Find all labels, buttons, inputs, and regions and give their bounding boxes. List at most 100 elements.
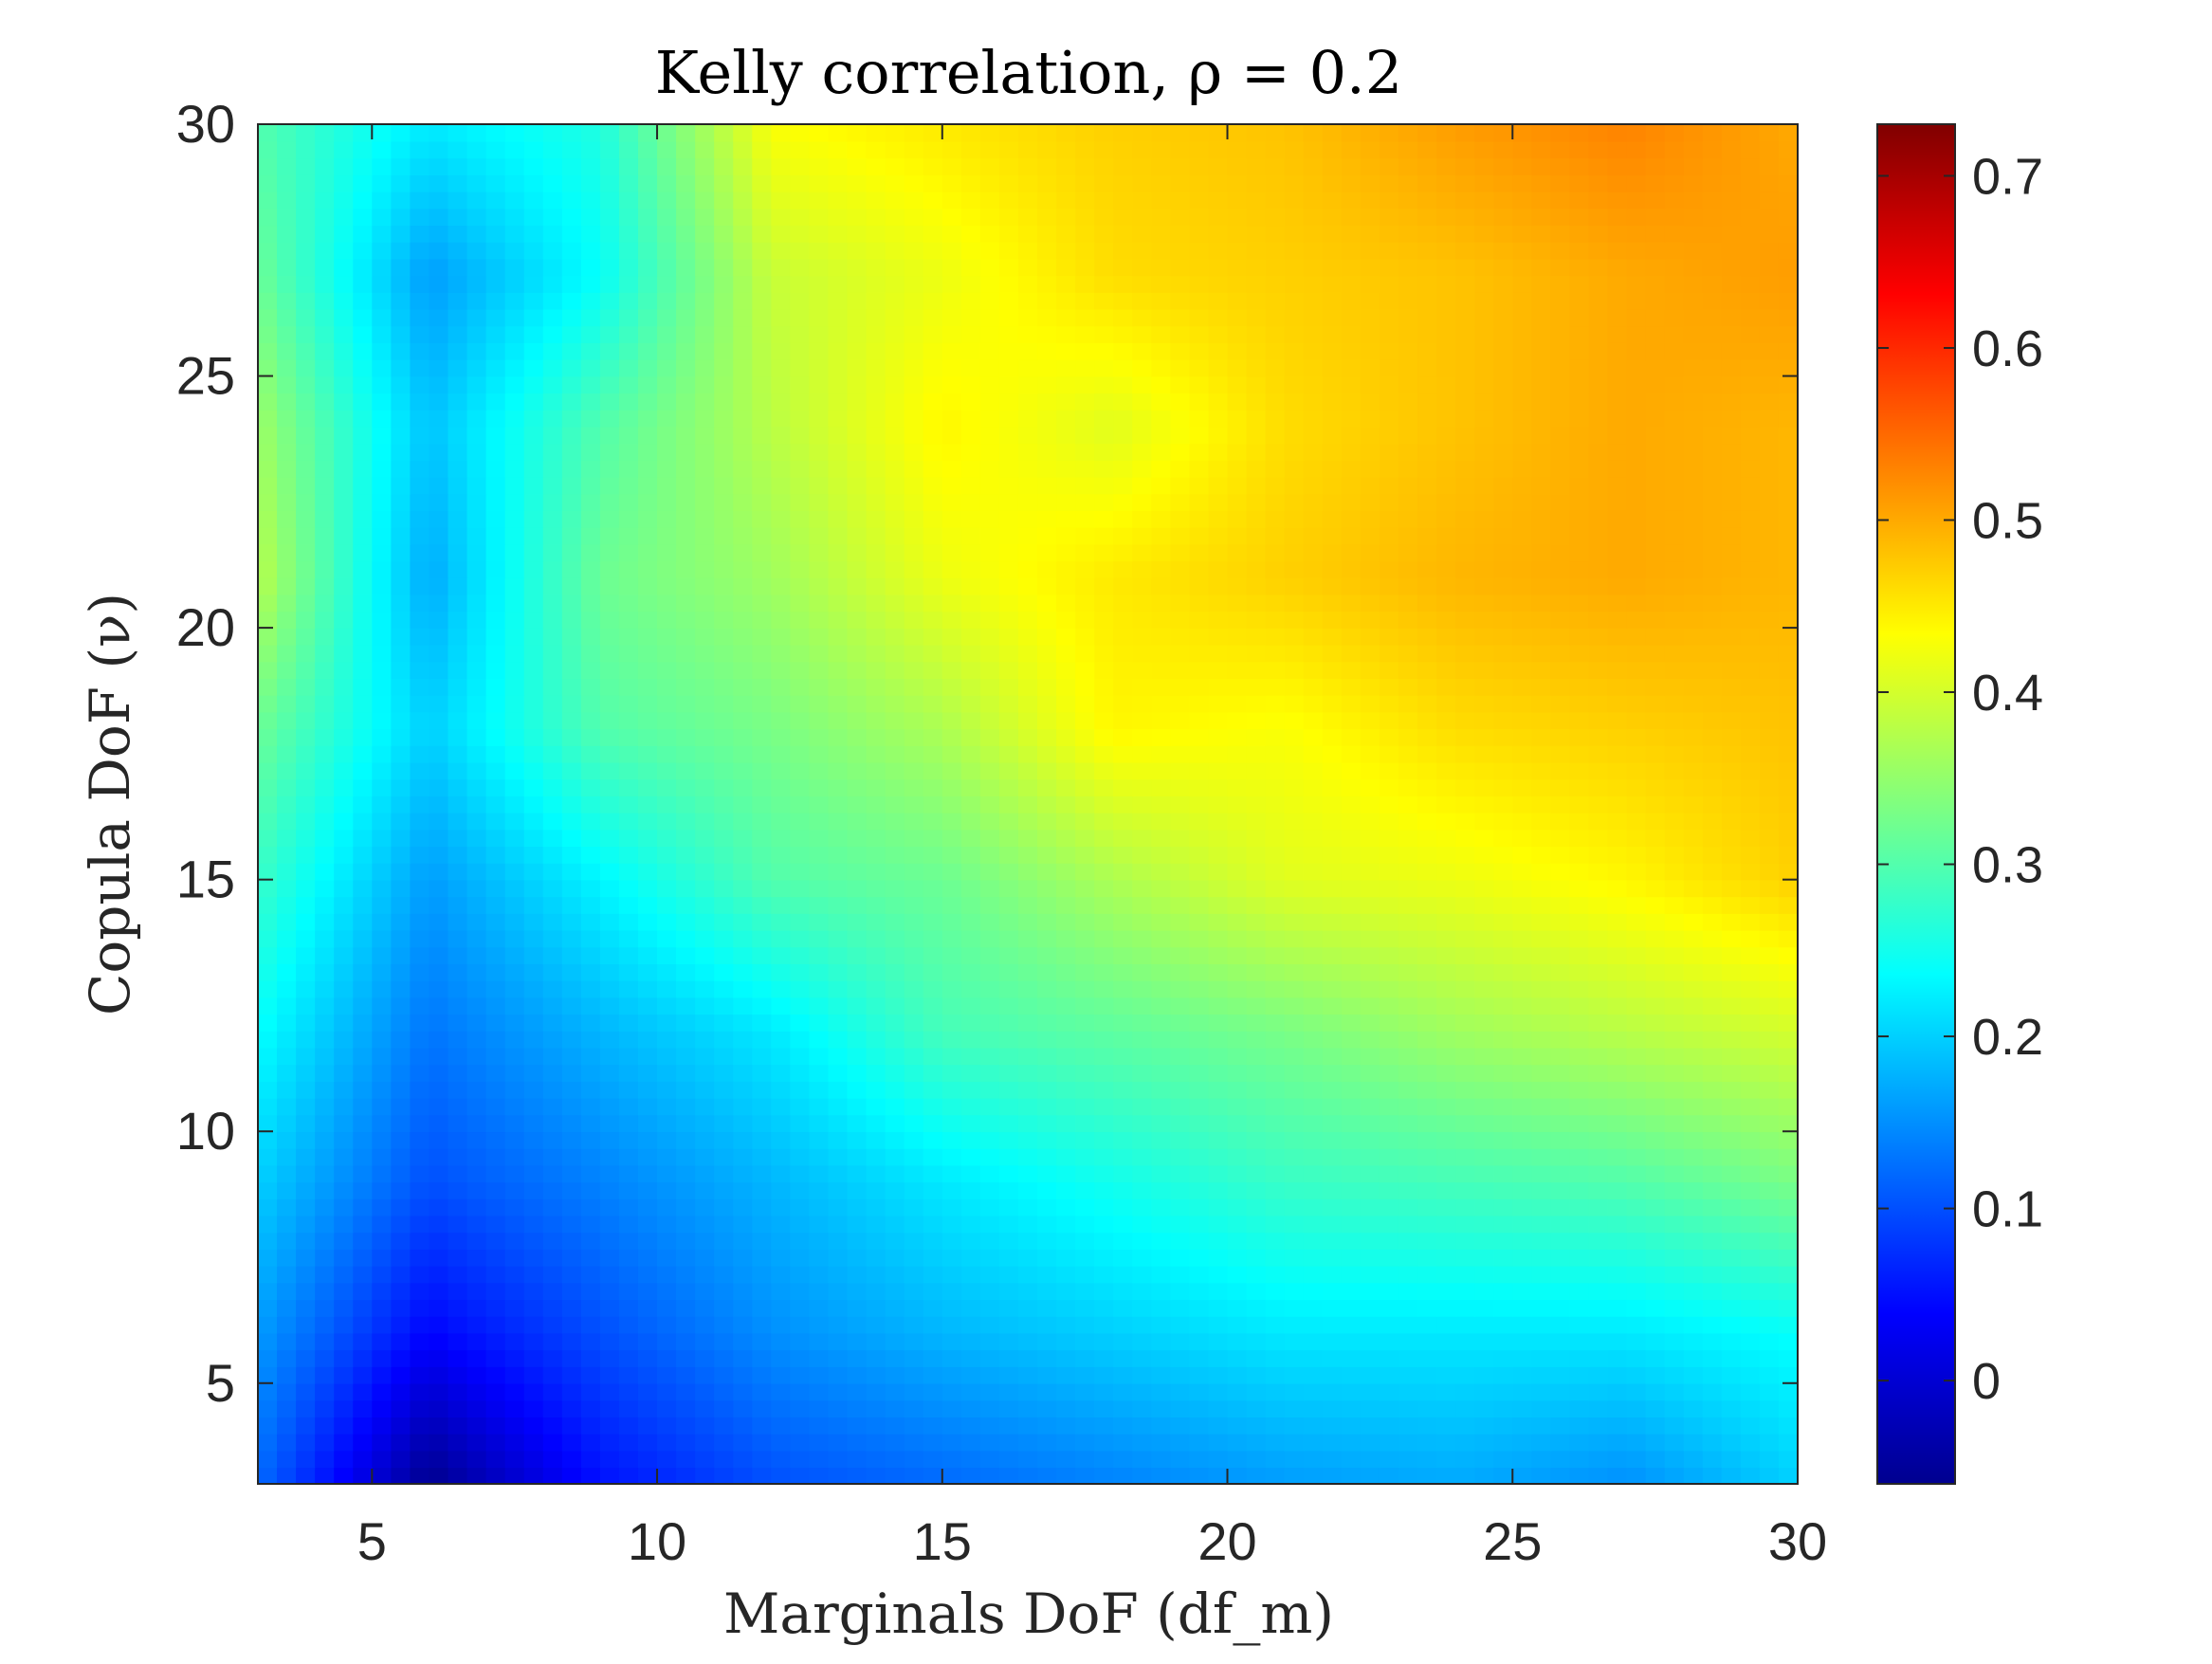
- heatmap-cell: [637, 644, 658, 663]
- heatmap-cell: [847, 644, 868, 663]
- heatmap-cell: [296, 1299, 316, 1317]
- heatmap-cell: [542, 1232, 563, 1250]
- heatmap-cell: [904, 812, 924, 831]
- heatmap-cell: [941, 1349, 962, 1367]
- heatmap-cell: [866, 761, 887, 780]
- heatmap-cell: [998, 510, 1019, 528]
- heatmap-cell: [771, 460, 792, 478]
- heatmap-cell: [885, 493, 905, 511]
- heatmap-cell: [429, 1198, 449, 1216]
- heatmap-cell: [1017, 1433, 1038, 1452]
- heatmap-cell: [1360, 745, 1380, 763]
- heatmap-cell: [372, 510, 393, 528]
- heatmap-cell: [1037, 678, 1057, 696]
- heatmap-cell: [1455, 812, 1475, 831]
- heatmap-cell: [1607, 1232, 1628, 1250]
- heatmap-cell: [1189, 1181, 1210, 1199]
- heatmap-cell: [466, 1164, 487, 1183]
- heatmap-cell: [258, 611, 278, 629]
- heatmap-cell: [448, 1299, 468, 1317]
- heatmap-cell: [1664, 1047, 1685, 1066]
- heatmap-cell: [923, 728, 943, 746]
- heatmap-cell: [1170, 1399, 1191, 1417]
- heatmap-cell: [847, 812, 868, 831]
- heatmap-cell: [448, 1282, 468, 1301]
- heatmap-cell: [1132, 1450, 1153, 1469]
- heatmap-cell: [1170, 846, 1191, 864]
- heatmap-cell: [809, 1232, 830, 1250]
- heatmap-cell: [752, 1299, 773, 1317]
- heatmap-cell: [1645, 1081, 1666, 1099]
- heatmap-cell: [1512, 560, 1533, 578]
- heatmap-cell: [1227, 611, 1248, 629]
- heatmap-cell: [1284, 678, 1305, 696]
- heatmap-cell: [1664, 594, 1685, 613]
- heatmap-cell: [296, 1433, 316, 1452]
- heatmap-cell: [998, 1433, 1019, 1452]
- heatmap-cell: [941, 493, 962, 511]
- heatmap-cell: [637, 829, 658, 848]
- heatmap-cell: [998, 678, 1019, 696]
- heatmap-cell: [828, 543, 849, 562]
- heatmap-cell: [485, 1064, 506, 1082]
- heatmap-cell: [1017, 1198, 1038, 1216]
- heatmap-cell: [866, 1097, 887, 1116]
- heatmap-cell: [618, 443, 639, 461]
- heatmap-cell: [1721, 1232, 1742, 1250]
- heatmap-cell: [885, 678, 905, 696]
- heatmap-cell: [733, 711, 754, 730]
- heatmap-cell: [277, 1232, 297, 1250]
- heatmap-cell: [979, 594, 1000, 613]
- heatmap-cell: [618, 493, 639, 511]
- heatmap-cell: [1227, 1131, 1248, 1149]
- heatmap-cell: [1265, 644, 1286, 663]
- heatmap-cell: [941, 896, 962, 914]
- heatmap-cell: [1132, 1332, 1153, 1351]
- heatmap-cell: [523, 946, 544, 964]
- heatmap-cell: [1474, 1064, 1495, 1082]
- heatmap-cell: [1588, 510, 1609, 528]
- heatmap-cell: [809, 1399, 830, 1417]
- heatmap-cell: [1569, 1382, 1590, 1401]
- heatmap-cell: [1645, 997, 1666, 1015]
- heatmap-cell: [1417, 761, 1437, 780]
- heatmap-cell: [618, 560, 639, 578]
- heatmap-cell: [1227, 846, 1248, 864]
- heatmap-cell: [923, 1399, 943, 1417]
- heatmap-cell: [960, 846, 981, 864]
- heatmap-cell: [618, 1014, 639, 1032]
- heatmap-cell: [353, 1181, 374, 1199]
- heatmap-cell: [1607, 1249, 1628, 1267]
- heatmap-cell: [1607, 1282, 1628, 1301]
- heatmap-cell: [1455, 1131, 1475, 1149]
- heatmap-cell: [637, 1131, 658, 1149]
- heatmap-cell: [1246, 829, 1267, 848]
- heatmap-cell: [998, 1399, 1019, 1417]
- heatmap-cell: [1151, 1131, 1172, 1149]
- heatmap-cell: [1170, 946, 1191, 964]
- heatmap-cell: [1284, 1382, 1305, 1401]
- heatmap-cell: [1531, 1382, 1552, 1401]
- heatmap-cell: [542, 443, 563, 461]
- heatmap-cell: [504, 1433, 525, 1452]
- heatmap-cell: [523, 1282, 544, 1301]
- heatmap-cell: [353, 694, 374, 713]
- heatmap-cell: [1683, 1147, 1704, 1166]
- heatmap-cell: [1075, 1131, 1095, 1149]
- heatmap-cell: [1037, 846, 1057, 864]
- heatmap-cell: [904, 661, 924, 680]
- heatmap-cell: [979, 1249, 1000, 1267]
- heatmap-cell: [979, 460, 1000, 478]
- heatmap-cell: [790, 611, 811, 629]
- heatmap-cell: [258, 1014, 278, 1032]
- heatmap-cell: [296, 1064, 316, 1082]
- heatmap-cell: [923, 1198, 943, 1216]
- heatmap-cell: [429, 560, 449, 578]
- heatmap-cell: [1075, 1181, 1095, 1199]
- heatmap-cell: [1151, 543, 1172, 562]
- heatmap-cell: [296, 929, 316, 948]
- heatmap-cell: [1398, 1366, 1418, 1384]
- heatmap-cell: [1740, 1064, 1761, 1082]
- heatmap-cell: [828, 1198, 849, 1216]
- heatmap-cell: [1151, 963, 1172, 981]
